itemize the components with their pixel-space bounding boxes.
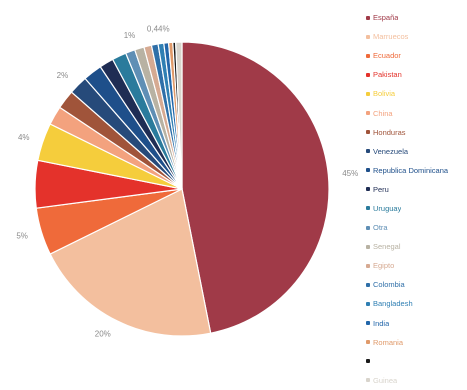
chart-area: 45% 20% 5% 4% 2% 1% 0,44% España Marruecos Ecuad… [16, 13, 448, 385]
legend-item-19: Guinea [366, 371, 467, 390]
data-label-0: 45% [342, 169, 358, 178]
legend-label: Honduras [373, 127, 406, 137]
legend-label: China [373, 108, 393, 118]
legend-label: Bangladesh [373, 299, 413, 309]
legend-label: Venezuela [373, 146, 409, 156]
legend-item-4: Bolivia [366, 84, 467, 103]
legend-item-14: Colombia [366, 275, 467, 294]
legend-item-17: Romania [366, 333, 467, 352]
legend: España Marruecos Ecuador Pakistan Bolivia Chi… [366, 8, 467, 390]
legend-item-3: Pakistan [366, 65, 467, 84]
legend-swatch [366, 34, 370, 39]
legend-item-16: India [366, 314, 467, 333]
legend-swatch [366, 359, 370, 364]
legend-item-8: Republica Dominicana [366, 161, 467, 180]
legend-swatch [366, 263, 370, 268]
legend-swatch [366, 206, 370, 211]
legend-item-10: Uruguay [366, 199, 467, 218]
data-label-7: 2% [57, 71, 69, 80]
legend-label: Pakistan [373, 70, 402, 80]
legend-item-15: Bangladesh [366, 294, 467, 313]
pie-chart: 45% 20% 5% 4% 2% 1% 0,44% [16, 25, 358, 339]
legend-swatch [366, 111, 370, 116]
legend-item-9: Peru [366, 180, 467, 199]
legend-swatch [366, 340, 370, 345]
legend-label: Romania [373, 337, 404, 347]
data-label-12: 1% [124, 31, 136, 40]
legend-swatch [366, 378, 370, 383]
legend-item-7: Venezuela [366, 142, 467, 161]
data-label-17: 0,44% [147, 25, 170, 34]
pie-slice-0 [181, 41, 330, 334]
legend-item-6: Honduras [366, 123, 467, 142]
legend-item-1: Marruecos [366, 27, 467, 46]
legend-swatch [366, 282, 370, 287]
legend-label: Egipto [373, 261, 395, 271]
legend-swatch [366, 187, 370, 192]
legend-label: Republica Dominicana [373, 165, 449, 175]
legend-label: Marruecos [373, 32, 409, 42]
legend-label: Otra [373, 223, 388, 233]
legend-swatch [366, 168, 370, 173]
legend-swatch [366, 72, 370, 77]
legend-item-18 [366, 352, 467, 371]
data-label-1: 20% [95, 329, 111, 338]
legend-swatch [366, 91, 370, 96]
data-label-4: 4% [18, 133, 30, 142]
legend-swatch [366, 53, 370, 58]
legend-label: Colombia [373, 280, 405, 290]
legend-label: España [373, 13, 399, 23]
legend-item-13: Egipto [366, 256, 467, 275]
legend-label: Peru [373, 184, 389, 194]
legend-item-0: España [366, 8, 467, 27]
legend-label: Guinea [373, 375, 398, 385]
data-label-2: 5% [16, 232, 28, 241]
legend-label: Senegal [373, 242, 401, 252]
legend-item-5: China [366, 103, 467, 122]
legend-swatch [366, 225, 370, 230]
legend-swatch [366, 301, 370, 306]
legend-item-12: Senegal [366, 237, 467, 256]
legend-label: Ecuador [373, 51, 401, 61]
legend-swatch [366, 321, 370, 326]
legend-swatch [366, 15, 370, 20]
legend-swatch [366, 149, 370, 154]
legend-label: India [373, 318, 390, 328]
legend-label: Uruguay [373, 203, 402, 213]
legend-item-2: Ecuador [366, 46, 467, 65]
pie-slice-19 [175, 41, 183, 190]
legend-label: Bolivia [373, 89, 396, 99]
legend-swatch [366, 130, 370, 135]
legend-swatch [366, 244, 370, 249]
pie-slice-1 [49, 188, 212, 337]
legend-item-11: Otra [366, 218, 467, 237]
